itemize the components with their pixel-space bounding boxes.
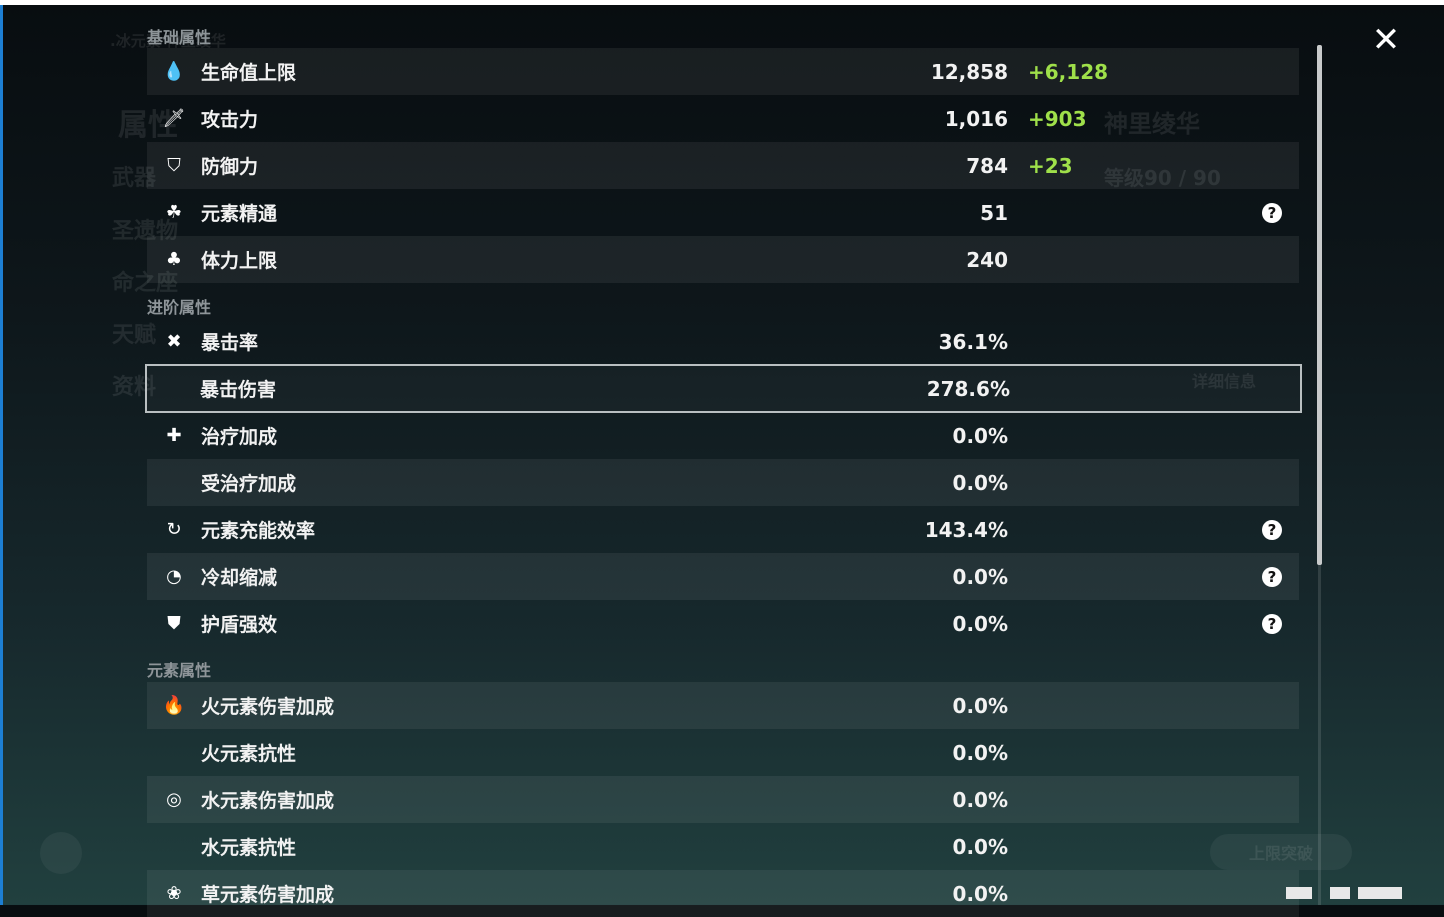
stat-label: 水元素抗性 (201, 837, 297, 859)
stat-row[interactable]: 受治疗加成 0.0% (147, 459, 1299, 506)
stat-value: 36.1% (938, 329, 1008, 354)
bg-details-button: 详细信息 (1192, 372, 1257, 391)
bg-tab: 武器 (112, 166, 157, 191)
energy-recharge-icon: ↻ (166, 519, 182, 540)
help-icon[interactable]: ? (1262, 613, 1282, 634)
stat-label: 元素充能效率 (201, 520, 316, 542)
stat-label: 水元素伤害加成 (201, 790, 335, 812)
stat-value: 143.4% (924, 517, 1008, 542)
stat-value: 1,016 (944, 106, 1008, 131)
crit-dmg-icon (162, 378, 184, 400)
bg-element-label: .冰元素 神里绫华 (110, 32, 226, 50)
shield-icon: ⛉ (167, 155, 181, 176)
stat-row[interactable]: 火元素抗性 0.0% (147, 729, 1299, 776)
help-icon[interactable]: ? (1262, 202, 1282, 223)
help-icon[interactable]: ? (1262, 566, 1282, 587)
redacted-pixels (1286, 887, 1312, 899)
healing-cross-icon: ✚ (166, 425, 182, 446)
stat-bonus: +903 (1028, 106, 1087, 131)
stat-row[interactable]: ◔ 冷却缩减 0.0%? (147, 553, 1299, 600)
stat-value: 0.0% (952, 611, 1008, 636)
stat-value: 784 (966, 153, 1008, 178)
left-border (0, 5, 3, 905)
elemental-mastery-icon: ☘ (165, 202, 183, 223)
hp-drop-icon: 💧 (162, 61, 186, 82)
stat-value: 0.0% (952, 470, 1008, 495)
bg-tab: 天赋 (112, 323, 157, 348)
stat-row[interactable]: 🗡 攻击力 1,016 +903 (147, 95, 1299, 142)
stat-label: 火元素伤害加成 (201, 696, 335, 718)
stat-label: 暴击伤害 (200, 379, 277, 401)
dendro-icon: ❀ (166, 883, 182, 904)
stat-value: 0.0% (952, 423, 1008, 448)
redacted-pixels (1330, 887, 1350, 899)
shield-strength-icon: ⛊ (167, 613, 181, 634)
pyro-icon: 🔥 (162, 695, 186, 716)
stat-label: 生命值上限 (201, 62, 297, 84)
close-icon[interactable]: ✕ (1371, 20, 1401, 60)
redacted-pixels (1358, 887, 1402, 899)
stat-label: 暴击率 (201, 332, 259, 354)
bg-ascend-button: 上限突破 (1210, 834, 1352, 870)
stat-value: 278.6% (926, 376, 1010, 401)
stat-label: 护盾强效 (201, 614, 278, 636)
bg-menu-icon (40, 832, 82, 874)
crit-rate-icon: ✖ (166, 331, 182, 352)
stat-value: 0.0% (952, 693, 1008, 718)
help-icon[interactable]: ? (1262, 519, 1282, 540)
stat-row[interactable]: ⛊ 护盾强效 0.0%? (147, 600, 1299, 647)
stat-label: 攻击力 (201, 109, 259, 131)
stat-row[interactable]: 🔥 火元素伤害加成 0.0% (147, 682, 1299, 729)
stat-row[interactable]: ♣ 体力上限 240 (147, 236, 1299, 283)
stat-bonus: +6,128 (1028, 59, 1109, 84)
stat-row[interactable]: ☘ 元素精通 51? (147, 189, 1299, 236)
stat-value: 0.0% (952, 834, 1008, 859)
stat-label: 体力上限 (201, 250, 278, 272)
stat-label: 治疗加成 (201, 426, 278, 448)
sword-icon: 🗡 (162, 108, 186, 129)
stat-value: 0.0% (952, 787, 1008, 812)
stat-row[interactable]: ✚ 治疗加成 0.0% (147, 412, 1299, 459)
bg-tab: 圣遗物 (112, 219, 179, 244)
bg-tab: 资料 (112, 375, 157, 400)
section-title: 基础属性 (147, 28, 212, 47)
stat-label: 防御力 (201, 156, 259, 178)
stat-row[interactable]: ◎ 水元素伤害加成 0.0% (147, 776, 1299, 823)
bg-tab: 属性 (118, 108, 178, 143)
stat-value: 0.0% (952, 564, 1008, 589)
stat-row[interactable]: 水元素抗性 0.0% (147, 823, 1299, 870)
stat-label: 受治疗加成 (201, 473, 297, 495)
stat-label: 草元素伤害加成 (201, 884, 335, 906)
bg-tab: 命之座 (112, 271, 179, 296)
stat-value: 240 (966, 247, 1008, 272)
section-title: 元素属性 (147, 661, 212, 680)
stat-value: 0.0% (952, 740, 1008, 765)
stat-value: 51 (980, 200, 1008, 225)
stat-row[interactable]: ⛉ 防御力 784 +23 (147, 142, 1299, 189)
bg-character-name: 神里绫华 (1104, 110, 1200, 138)
scrollbar-thumb[interactable] (1317, 45, 1322, 565)
stat-label: 元素精通 (201, 203, 278, 225)
stamina-icon: ♣ (165, 249, 183, 270)
top-border (0, 0, 1444, 5)
stat-value: 0.0% (952, 881, 1008, 906)
stat-bonus: +23 (1028, 153, 1073, 178)
stat-row[interactable]: ✖ 暴击率 36.1% (147, 318, 1299, 365)
stat-row[interactable]: ❀ 草元素伤害加成 0.0% (147, 870, 1299, 917)
hydro-icon: ◎ (166, 789, 182, 810)
cooldown-icon: ◔ (166, 566, 182, 587)
stat-row[interactable]: 暴击伤害 278.6% (145, 364, 1302, 413)
stat-label: 火元素抗性 (201, 743, 297, 765)
section-title: 进阶属性 (147, 298, 212, 317)
stat-value: 12,858 (930, 59, 1008, 84)
stat-row[interactable]: 💧 生命值上限 12,858 +6,128 (147, 48, 1299, 95)
bg-level: 等级90 / 90 (1104, 166, 1221, 190)
stat-label: 冷却缩减 (201, 567, 278, 589)
stat-row[interactable]: ↻ 元素充能效率 143.4%? (147, 506, 1299, 553)
